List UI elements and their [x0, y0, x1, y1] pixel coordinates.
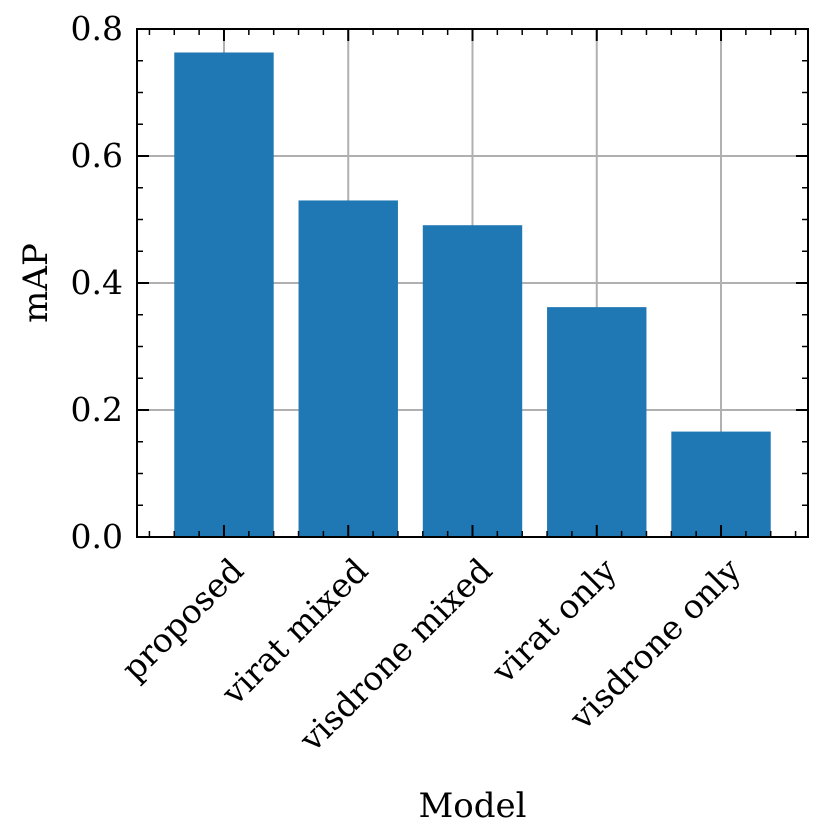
ytick-label-2: 0.4 — [71, 263, 123, 302]
bar-2 — [422, 225, 523, 537]
bar-1 — [298, 200, 398, 537]
bars — [174, 52, 771, 538]
ytick-label-0: 0.0 — [71, 517, 123, 556]
x-axis-label: Model — [418, 786, 526, 826]
ytick-label-1: 0.2 — [71, 390, 123, 429]
ytick-label-3: 0.6 — [71, 136, 123, 175]
bar-0 — [174, 52, 274, 538]
plot-frame — [136, 28, 809, 538]
bar-4 — [671, 431, 771, 537]
y-axis-label: mAP — [16, 243, 56, 323]
bar-3 — [547, 307, 647, 537]
y-tick-labels: 0.0 0.2 0.4 0.6 0.8 — [71, 9, 123, 556]
ytick-label-4: 0.8 — [71, 9, 123, 48]
